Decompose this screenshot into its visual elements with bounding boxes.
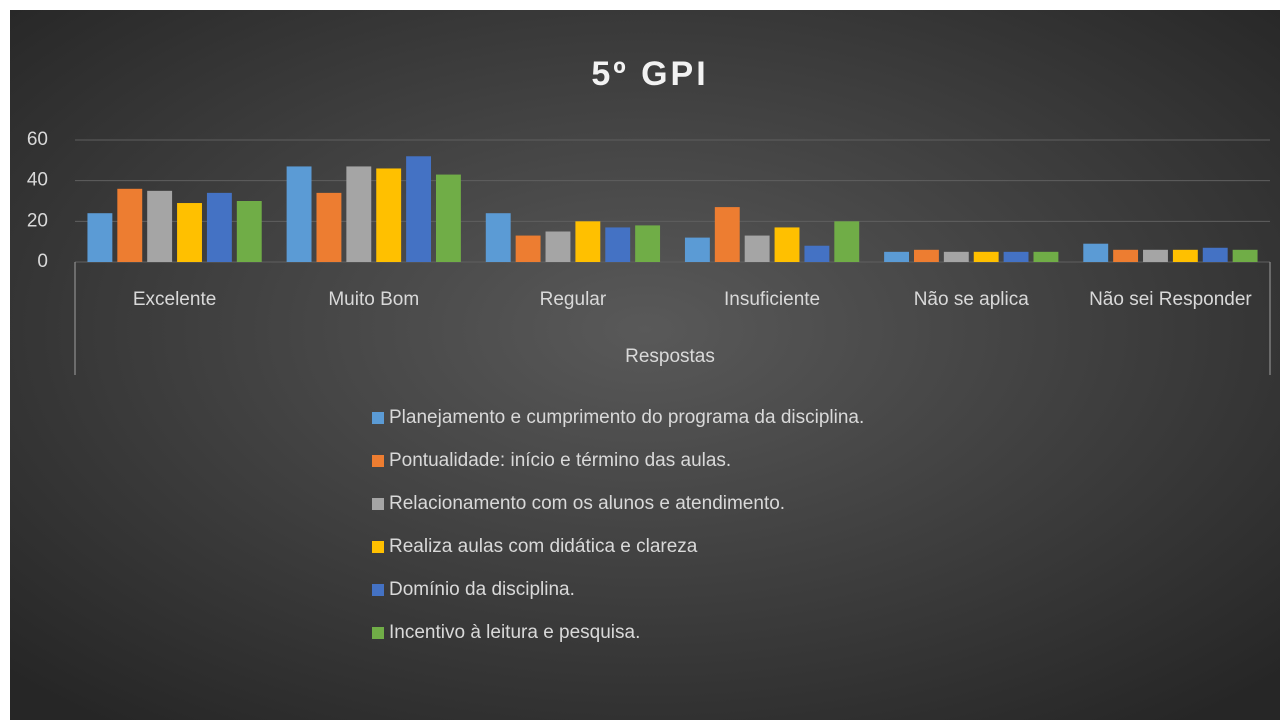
bar — [485, 213, 511, 262]
bar — [884, 251, 910, 262]
legend-swatch — [372, 584, 384, 596]
bar — [943, 251, 969, 262]
y-tick-label: 20 — [27, 210, 48, 231]
chart-title: 5º GPI — [591, 55, 708, 93]
bar — [545, 231, 571, 262]
bar — [1083, 243, 1109, 262]
bar — [744, 235, 770, 262]
bar — [684, 237, 710, 262]
bar — [515, 235, 541, 262]
bar — [605, 227, 631, 262]
legend-swatch — [372, 455, 384, 467]
legend-label: Relacionamento com os alunos e atendimen… — [389, 493, 785, 514]
x-tick-label: Regular — [540, 289, 607, 310]
legend-label: Planejamento e cumprimento do programa d… — [389, 407, 864, 428]
bar — [635, 225, 661, 262]
bar — [1113, 249, 1139, 262]
legend-label: Pontualidade: início e término das aulas… — [389, 450, 731, 471]
legend-swatch — [372, 412, 384, 424]
x-tick-label: Insuficiente — [724, 289, 820, 310]
chart-background — [10, 10, 1280, 720]
legend-label: Domínio da disciplina. — [389, 579, 575, 600]
bar — [435, 174, 461, 262]
x-tick-label: Muito Bom — [328, 289, 419, 310]
bar — [774, 227, 800, 262]
bar — [804, 245, 830, 262]
bar — [147, 190, 173, 262]
bar — [1003, 251, 1029, 262]
legend-swatch — [372, 498, 384, 510]
x-tick-label: Não sei Responder — [1089, 289, 1252, 310]
x-tick-label: Não se aplica — [914, 289, 1030, 310]
bar — [973, 251, 999, 262]
bar — [913, 249, 939, 262]
y-tick-label: 60 — [27, 129, 48, 150]
bar — [406, 156, 432, 262]
bar — [87, 213, 113, 262]
bar — [1232, 249, 1258, 262]
bar — [346, 166, 372, 262]
bar — [834, 221, 860, 262]
bar — [206, 192, 232, 262]
bar — [575, 221, 601, 262]
bar — [1143, 249, 1168, 262]
x-tick-label: Excelente — [133, 289, 216, 310]
bar — [316, 192, 342, 262]
legend-label: Realiza aulas com didática e clareza — [389, 536, 698, 557]
bar — [177, 203, 202, 262]
legend-swatch — [372, 541, 384, 553]
bar — [286, 166, 312, 262]
y-tick-label: 40 — [27, 170, 48, 191]
bar — [1033, 251, 1059, 262]
legend-label: Incentivo à leitura e pesquisa. — [389, 622, 640, 643]
bar — [236, 201, 262, 262]
x-axis-label: Respostas — [625, 346, 715, 367]
bar — [117, 188, 143, 262]
bar — [1172, 249, 1198, 262]
legend-swatch — [372, 627, 384, 639]
bar — [1202, 247, 1228, 262]
y-tick-label: 0 — [37, 251, 48, 272]
bar — [376, 168, 402, 262]
bar — [714, 207, 740, 262]
